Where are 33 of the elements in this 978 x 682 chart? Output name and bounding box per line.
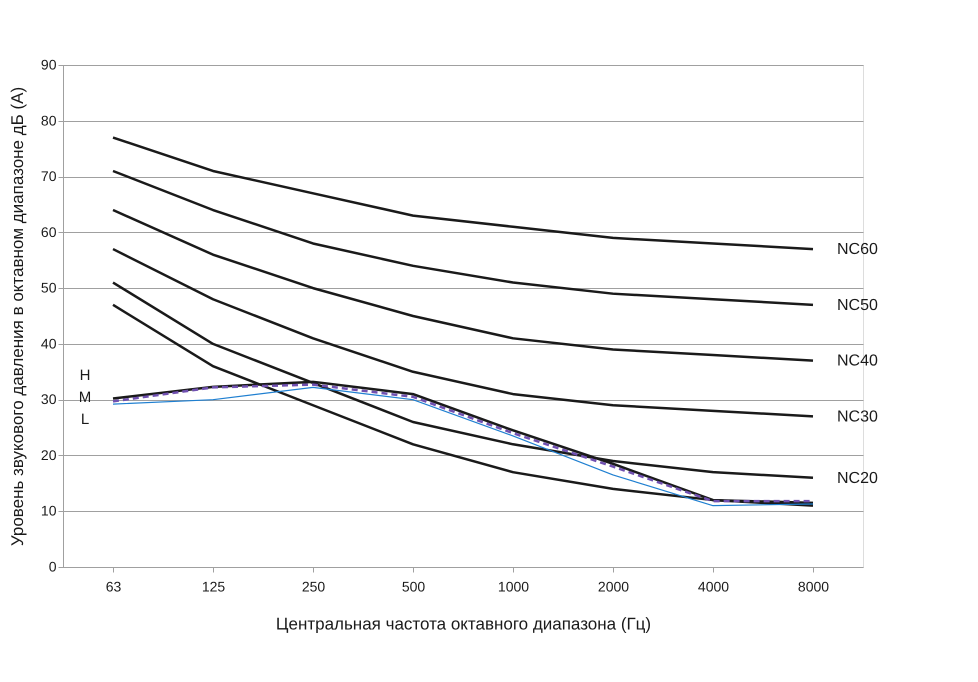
y-tick-label: 90: [40, 56, 57, 72]
annotation: M: [78, 389, 92, 406]
series-label: NC50: [837, 296, 878, 314]
y-tick-label: 30: [40, 391, 57, 408]
annotation: L: [80, 411, 90, 428]
y-tick-label: 0: [48, 558, 57, 574]
line-series: [112, 136, 814, 250]
x-tick-label: 2000: [598, 578, 630, 594]
x-tick-label: 8000: [798, 578, 830, 594]
y-tick-label: 50: [40, 280, 57, 296]
y-axis-title: Уровень звукового давления в октавном диапазоне дБ (А): [8, 86, 27, 546]
series-label: NC30: [837, 408, 878, 426]
line-series: [112, 248, 814, 418]
x-tick-label: 1000: [498, 578, 530, 594]
annotation: H: [80, 367, 90, 384]
series-label: NC20: [837, 470, 878, 487]
line-series: [112, 208, 814, 362]
line-series: [112, 170, 814, 306]
x-tick-label: 125: [202, 578, 226, 594]
x-axis-title: Центральная частота октавного диапазона (Гц): [276, 614, 652, 634]
y-tick-label: 10: [40, 502, 57, 519]
x-tick-label: 4000: [698, 578, 730, 594]
y-tick-label: 40: [40, 335, 57, 352]
y-tick-label: 20: [40, 446, 57, 463]
x-tick-label: 63: [106, 578, 122, 594]
series-label: NC60: [837, 241, 878, 258]
series-label: NC40: [837, 352, 878, 370]
x-tick-label: 500: [402, 578, 426, 594]
y-tick-label: 70: [40, 168, 57, 184]
y-tick-label: 80: [40, 112, 57, 128]
y-tick-label: 60: [40, 224, 57, 240]
line-series: [112, 304, 814, 507]
x-tick-label: 250: [302, 578, 326, 594]
